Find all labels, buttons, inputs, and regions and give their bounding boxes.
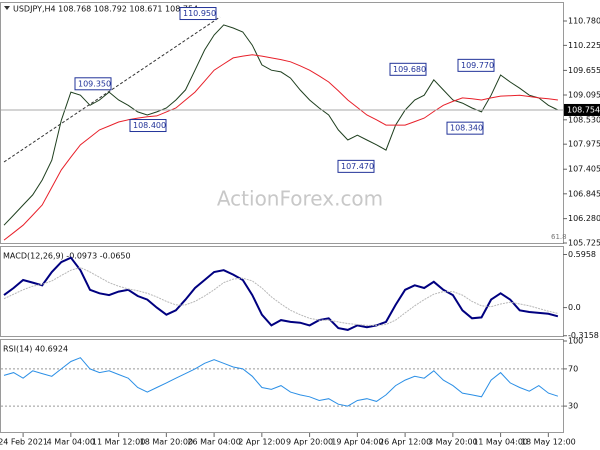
annotation-box (129, 119, 167, 133)
annotation-box (457, 58, 495, 72)
y-tick-label: 110.225 (568, 41, 600, 50)
x-tick-label: 4 Mar 04:00 (47, 438, 95, 447)
price-label: 108.754 (567, 105, 600, 114)
x-tick-label: 2 Apr 12:00 (238, 438, 285, 447)
annotation-label: 109.350 (78, 79, 111, 88)
rsi-title: RSI(14) 40.6924 (3, 345, 68, 354)
annotation-box (446, 121, 484, 135)
y-tick-label: 109.655 (568, 66, 600, 75)
series-line (3, 24, 559, 226)
y-tick-label: 107.405 (568, 165, 600, 174)
y-tick-label: 107.975 (568, 140, 600, 149)
annotation-label: 107.470 (341, 162, 374, 171)
series-line (3, 266, 559, 326)
x-tick-label: 18 Mar 20:00 (140, 438, 193, 447)
annotation-box (179, 7, 217, 21)
fib-label: 61.8 (551, 233, 567, 241)
y-tick-label: 110.780 (568, 16, 600, 25)
y-tick-label: 109.095 (568, 90, 600, 99)
x-tick-label: 18 May 12:00 (521, 438, 576, 447)
annotation-box (337, 159, 375, 173)
x-tick-label: 24 Feb 2021 (0, 438, 48, 447)
x-tick-label: 19 Apr 04:00 (331, 438, 383, 447)
x-tick-label: 11 Mar 12:00 (92, 438, 145, 447)
main-panel (0, 2, 564, 244)
macd-panel (0, 246, 564, 337)
y-tick-label: 30 (568, 402, 578, 411)
x-tick-label: 26 Mar 04:00 (187, 438, 240, 447)
y-tick-label: 108.530 (568, 115, 600, 124)
annotation-label: 110.950 (183, 9, 216, 18)
y-tick-label: 100 (568, 337, 583, 346)
y-tick-label: 0.5958 (568, 250, 596, 259)
y-tick-label: 106.280 (568, 214, 600, 223)
series-line (3, 357, 559, 407)
annotation-label: 108.400 (133, 121, 166, 130)
annotation-box (74, 77, 112, 91)
rsi-panel (0, 339, 564, 433)
y-tick-label: 70 (568, 364, 578, 373)
watermark: ActionForex.com (217, 187, 383, 211)
x-tick-label: 9 Apr 20:00 (286, 438, 333, 447)
y-tick-label: 105.725 (568, 239, 600, 248)
x-tick-label: 11 May 04:00 (473, 438, 528, 447)
y-tick-label: 0.0 (568, 303, 581, 312)
y-tick-label: 106.845 (568, 189, 600, 198)
x-tick-label: 3 May 20:00 (428, 438, 478, 447)
y-tick-label: -0.3158 (568, 331, 599, 340)
macd-title: MACD(12,26,9) -0.0973 -0.0650 (3, 252, 131, 261)
price-box (564, 103, 600, 116)
symbol-arrow (4, 6, 10, 10)
main-title: USDJPY,H4 108.768 108.792 108.671 108.75… (13, 5, 198, 14)
annotation-label: 109.680 (393, 65, 426, 74)
annotation-label: 109.770 (461, 61, 494, 70)
trend-line (3, 16, 221, 163)
series-line (3, 256, 559, 331)
x-tick-label: 26 Apr 12:00 (379, 438, 431, 447)
annotation-box (389, 62, 427, 76)
series-line (3, 54, 558, 241)
annotation-label: 108.340 (450, 124, 483, 133)
